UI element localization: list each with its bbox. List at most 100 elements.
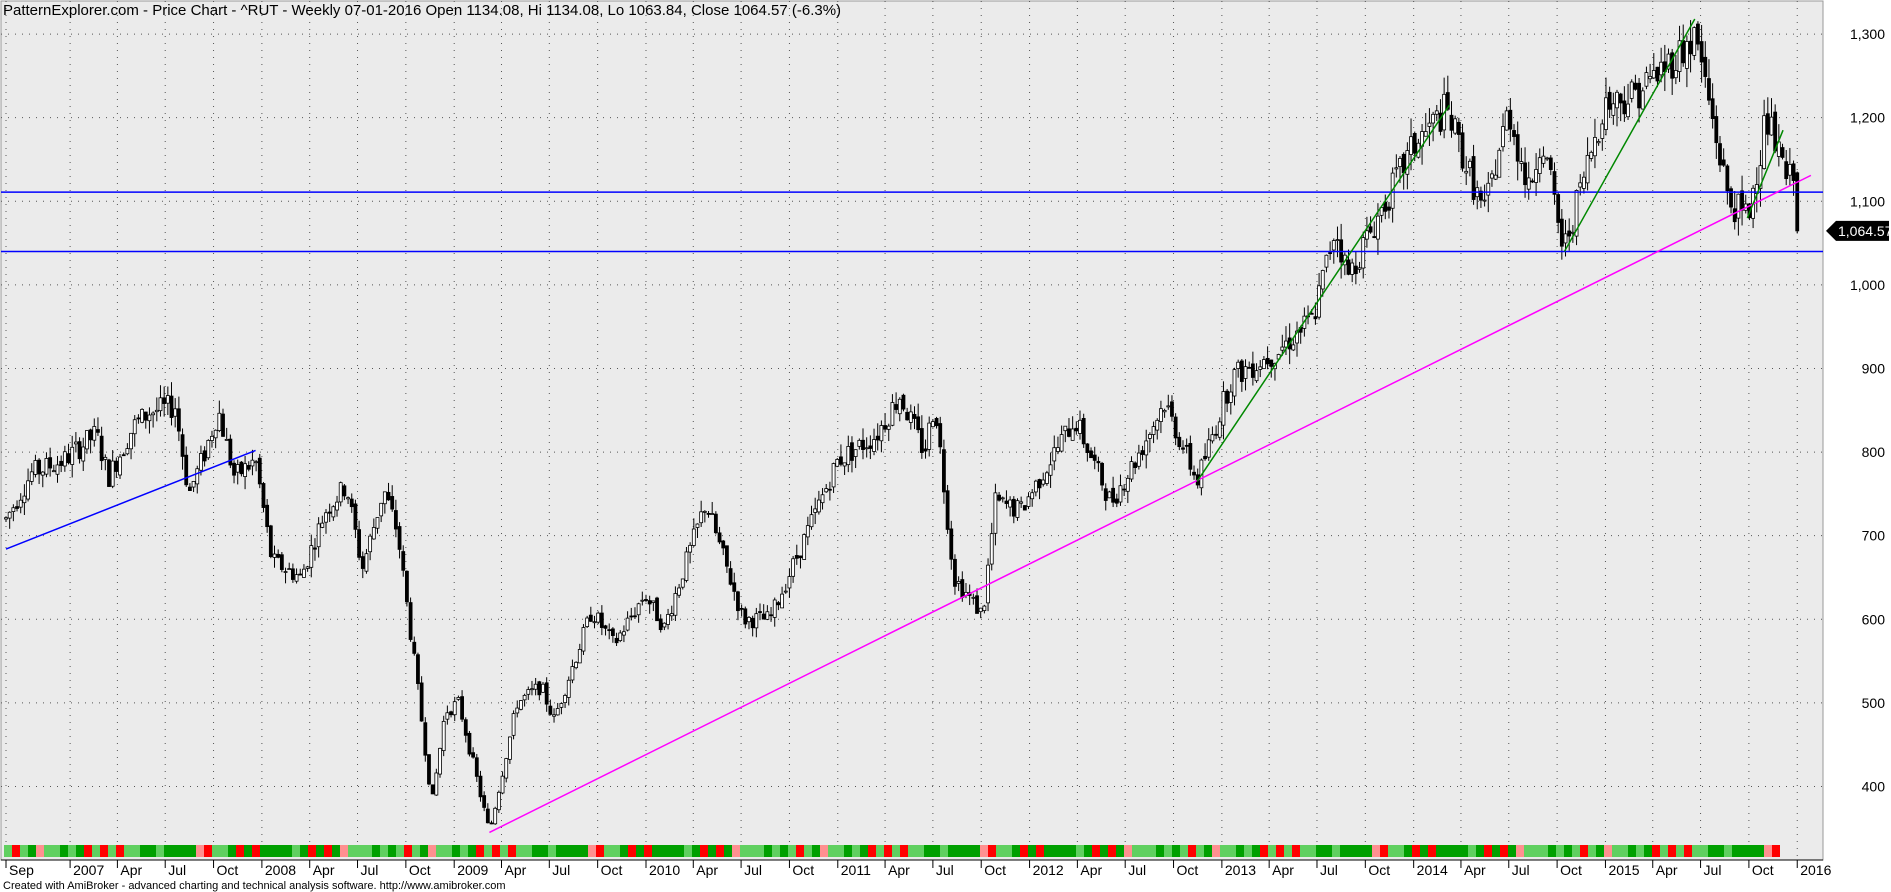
strip-segment: [796, 845, 804, 857]
strip-segment: [436, 845, 444, 857]
strip-segment: [1420, 845, 1428, 857]
candle-body: [401, 551, 406, 571]
candle-body: [644, 599, 648, 601]
strip-segment: [804, 845, 812, 857]
candle-body: [430, 784, 435, 795]
candle-body: [908, 411, 913, 423]
candle-body: [1758, 165, 1763, 189]
candle-body: [1409, 136, 1413, 155]
candle-body: [1144, 440, 1149, 456]
candle-body: [48, 457, 53, 469]
candle-body: [839, 456, 843, 465]
candle-body: [758, 611, 762, 613]
strip-segment: [532, 845, 540, 857]
strip-segment: [244, 845, 252, 857]
candle-body: [702, 510, 707, 513]
strip-segment: [1772, 845, 1780, 857]
y-tick-label: 1,100: [1850, 193, 1885, 209]
candle-body: [147, 414, 152, 422]
candle-body: [452, 701, 457, 716]
strip-segment: [212, 845, 220, 857]
strip-segment: [1204, 845, 1212, 857]
candle-body: [1008, 499, 1013, 508]
candle-body: [1449, 114, 1454, 131]
candle-body: [1376, 215, 1380, 240]
candle-body: [445, 712, 450, 720]
candle-body: [1254, 370, 1259, 382]
strip-segment: [420, 845, 428, 857]
candle-body: [173, 408, 178, 417]
candle-body: [1615, 91, 1619, 109]
strip-segment: [1116, 845, 1124, 857]
x-tick-label: Jul: [552, 862, 570, 878]
candle-body: [1633, 82, 1638, 90]
strip-segment: [1068, 845, 1076, 857]
candle-body: [1666, 53, 1671, 70]
strip-segment: [548, 845, 556, 857]
candle-body: [335, 501, 339, 511]
strip-segment: [980, 845, 988, 857]
candle-body: [81, 446, 86, 462]
candle-body: [614, 637, 619, 644]
candle-body: [1328, 252, 1333, 254]
strip-segment: [1292, 845, 1300, 857]
candle-body: [125, 448, 130, 455]
candle-body: [919, 428, 924, 453]
strip-segment: [1492, 845, 1500, 857]
strip-segment: [852, 845, 860, 857]
candle-body: [1162, 409, 1167, 413]
candle-body: [824, 488, 829, 493]
candle-body: [861, 439, 865, 450]
candle-body: [268, 525, 273, 557]
strip-segment: [1124, 845, 1132, 857]
candle-body: [158, 397, 163, 412]
strip-segment: [1388, 845, 1396, 857]
candle-body: [905, 411, 910, 421]
strip-segment: [460, 845, 468, 857]
candle-body: [1787, 164, 1792, 176]
strip-segment: [1660, 845, 1668, 857]
strip-segment: [948, 845, 956, 857]
strip-segment: [372, 845, 380, 857]
candle-body: [1155, 419, 1160, 431]
candle-body: [1515, 134, 1520, 162]
y-tick-label: 900: [1862, 360, 1886, 376]
strip-segment: [900, 845, 908, 857]
candle-body: [1291, 344, 1296, 351]
strip-segment: [676, 845, 684, 857]
candle-body: [1059, 434, 1064, 452]
candle-body: [1217, 421, 1222, 438]
strip-segment: [1212, 845, 1220, 857]
candle-body: [1692, 27, 1697, 56]
candle-body: [408, 602, 413, 640]
strip-segment: [308, 845, 316, 857]
candle-body: [1740, 190, 1744, 211]
y-tick-label: 700: [1862, 528, 1886, 544]
candle-body: [59, 460, 64, 466]
candle-body: [257, 457, 262, 485]
candle-body: [1707, 78, 1711, 101]
candle-body: [504, 758, 509, 779]
candle-body: [132, 419, 137, 435]
price-tag-shape: [1826, 220, 1889, 241]
candle-body: [769, 614, 773, 617]
candle-body: [342, 485, 347, 497]
x-tick-label: Oct: [792, 862, 814, 878]
candle-body: [739, 607, 744, 610]
strip-segment: [1284, 845, 1292, 857]
candle-body: [1100, 462, 1104, 486]
candle-body: [11, 507, 16, 512]
candle-body: [1504, 110, 1509, 131]
candle-body: [522, 694, 527, 701]
candle-body: [324, 512, 328, 523]
candle-body: [1718, 143, 1722, 166]
candle-body: [658, 618, 663, 631]
strip-segment: [1076, 845, 1084, 857]
candle-body: [975, 595, 979, 614]
candle-body: [471, 752, 476, 758]
strip-segment: [140, 845, 148, 857]
candle-body: [1604, 97, 1608, 130]
strip-segment: [564, 845, 572, 857]
strip-segment: [604, 845, 612, 857]
strip-segment: [1508, 845, 1516, 857]
